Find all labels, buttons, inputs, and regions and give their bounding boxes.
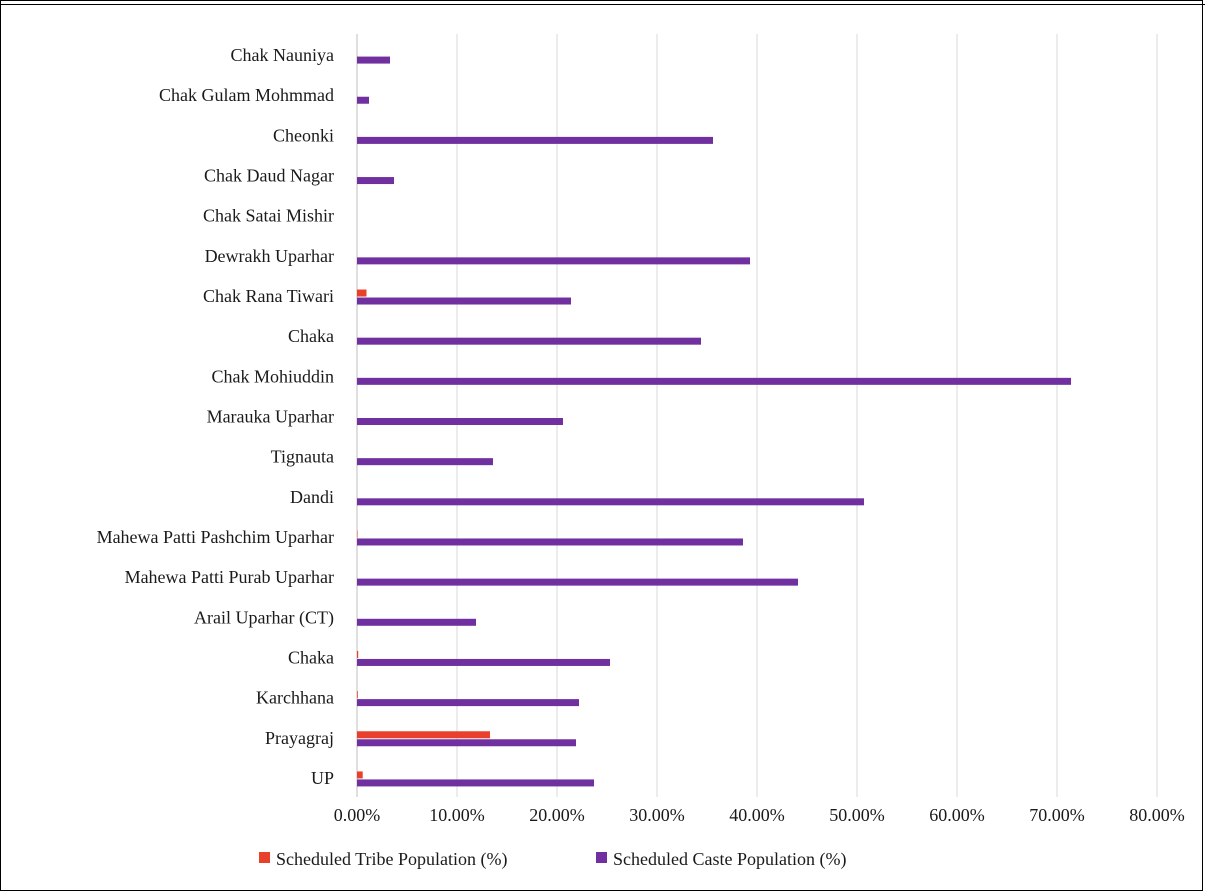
bar-scheduled-tribe <box>357 289 367 297</box>
y-category-label: Chaka <box>288 326 334 346</box>
bar-scheduled-caste <box>357 658 610 666</box>
y-category-label: UP <box>311 768 334 788</box>
legend-swatch-tribe <box>259 852 270 863</box>
legend-label-caste: Scheduled Caste Population (%) <box>613 849 846 870</box>
y-category-label: Cheonki <box>273 125 334 145</box>
x-tick-label: 10.00% <box>429 805 485 825</box>
y-category-label: Chak Gulam Mohmmad <box>159 85 334 105</box>
x-tick-label: 0.00% <box>334 805 381 825</box>
x-tick-label: 70.00% <box>1029 805 1085 825</box>
x-tick-label: 50.00% <box>829 805 885 825</box>
bar-scheduled-caste <box>357 257 750 265</box>
y-category-label: Marauka Uparhar <box>207 407 334 427</box>
gridlines <box>356 34 1158 797</box>
bars <box>357 56 1071 787</box>
x-tick-label: 60.00% <box>929 805 985 825</box>
y-category-label: Karchhana <box>256 688 334 708</box>
y-category-label: Chak Rana Tiwari <box>203 286 334 306</box>
bar-scheduled-tribe <box>357 650 359 658</box>
legend: Scheduled Tribe Population (%) Scheduled… <box>259 849 846 870</box>
y-category-label: Chak Daud Nagar <box>204 166 334 186</box>
x-tick-label: 30.00% <box>629 805 685 825</box>
y-category-label: Chak Nauniya <box>231 45 334 65</box>
x-tick-label: 20.00% <box>529 805 585 825</box>
y-category-label: Prayagraj <box>265 728 334 748</box>
bar-scheduled-caste <box>357 297 571 305</box>
y-category-label: Dandi <box>290 487 334 507</box>
bar-scheduled-tribe <box>357 530 358 538</box>
y-category-label: Arail Uparhar (CT) <box>194 607 334 628</box>
x-axis-labels: 0.00% 10.00% 20.00% 30.00% 40.00% 50.00% 60.00… <box>334 805 1185 825</box>
legend-swatch-caste <box>596 852 607 863</box>
bar-scheduled-caste <box>357 458 493 466</box>
x-tick-label: 80.00% <box>1129 805 1185 825</box>
y-axis-labels: UP Prayagraj Karchhana Chaka Arail Uparhar (… <box>97 45 334 788</box>
bar-scheduled-caste <box>357 136 713 144</box>
frame-double-line <box>0 4 1205 5</box>
legend-label-tribe: Scheduled Tribe Population (%) <box>276 849 508 870</box>
bar-scheduled-caste <box>357 578 798 586</box>
bar-scheduled-tribe <box>357 731 490 739</box>
x-tick-label: 40.00% <box>729 805 785 825</box>
y-category-label: Mahewa Patti Purab Uparhar <box>125 567 334 587</box>
bar-scheduled-caste <box>357 739 576 747</box>
bar-scheduled-caste <box>357 538 743 546</box>
bar-scheduled-tribe <box>357 691 358 699</box>
bar-scheduled-caste <box>357 96 369 104</box>
bar-scheduled-caste <box>357 699 579 707</box>
bar-scheduled-caste <box>357 418 563 425</box>
bar-scheduled-caste <box>357 177 394 185</box>
bar-scheduled-caste <box>357 377 1071 385</box>
bar-scheduled-caste <box>357 337 701 345</box>
y-category-label: Tignauta <box>271 447 334 467</box>
y-category-label: Chaka <box>288 647 334 667</box>
y-category-label: Chak Satai Mishir <box>203 206 334 226</box>
bar-scheduled-tribe <box>357 771 363 779</box>
bar-scheduled-caste <box>357 618 476 626</box>
bar-scheduled-caste <box>357 56 390 64</box>
bar-scheduled-caste <box>357 498 864 506</box>
bar-scheduled-caste <box>357 779 594 787</box>
y-category-label: Mahewa Patti Pashchim Uparhar <box>97 527 334 547</box>
y-category-label: Dewrakh Uparhar <box>205 246 334 266</box>
y-category-label: Chak Mohiuddin <box>211 366 334 386</box>
